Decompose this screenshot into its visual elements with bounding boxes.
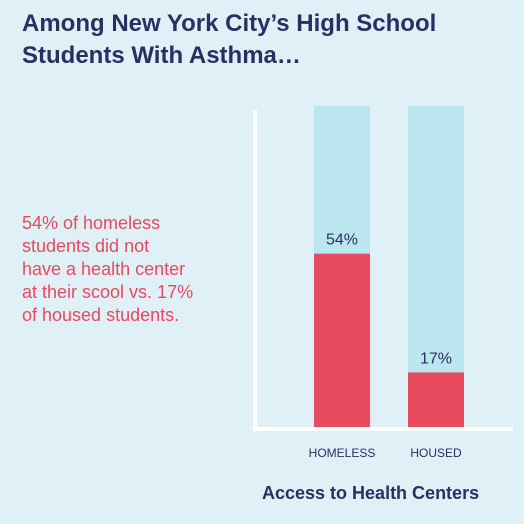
value-label-homeless: 54% (326, 232, 358, 249)
bar-homeless (314, 253, 370, 427)
category-label-housed: HOUSED (410, 446, 462, 460)
summary-note: 54% of homeless students did not have a … (22, 212, 242, 327)
chart-title: Among New York City’s High School Studen… (22, 8, 502, 72)
value-label-housed: 17% (420, 350, 452, 367)
bar-housed (408, 372, 464, 427)
note-line-1: 54% of homeless (22, 213, 161, 233)
chart-footer-label: Access to Health Centers (262, 483, 480, 503)
note-line-2: students did not (22, 236, 150, 256)
title-line-2: Students With Asthma… (22, 42, 301, 69)
category-label-homeless: HOMELESS (309, 446, 376, 460)
title-line-1: Among New York City’s High School (22, 10, 437, 37)
note-line-4: at their scool vs. 17% (22, 282, 194, 302)
note-line-3: have a health center (22, 259, 186, 279)
note-line-5: of housed students. (22, 305, 180, 325)
